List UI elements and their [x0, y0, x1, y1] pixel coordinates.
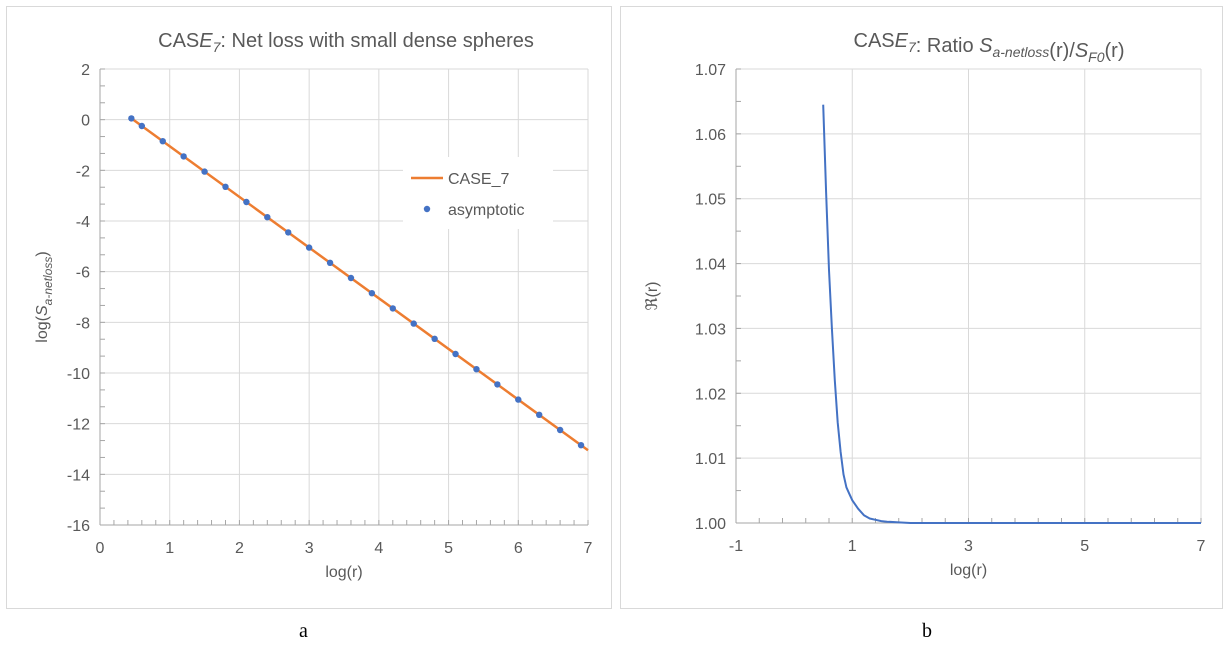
data-point-21: [536, 411, 543, 418]
data-point-22: [556, 426, 564, 434]
y-tick-label: 1.01: [695, 451, 726, 468]
x-tick-label: 2: [235, 540, 244, 557]
chart-panel-a: 0 1 2 3 4 5 6 7 2 0 -2 -4 -6 -8 -10 -12 -14 -16 CASE7: Net…: [6, 6, 612, 609]
x-tick-label: -1: [729, 538, 743, 555]
y-tick-label: -12: [67, 417, 90, 434]
data-point-13: [368, 290, 376, 297]
data-point-5: [201, 168, 208, 175]
data-point-6: [222, 183, 229, 190]
chart-title: CASE7: Net loss with small dense spheres: [158, 30, 534, 55]
y-tick-label: 2: [81, 62, 90, 79]
chart-title: CASE7: Ratio Sa-netloss(r)/SF0(r): [854, 30, 1125, 65]
x-tick-label: 1: [165, 540, 174, 557]
x-tick-label: 0: [96, 540, 105, 557]
x-axis-label: log(r): [950, 562, 987, 579]
data-point-14: [389, 305, 396, 312]
caption-a: a: [299, 620, 308, 642]
data-point-18: [473, 366, 480, 373]
data-point-15: [410, 320, 417, 327]
data-point-9: [285, 229, 292, 236]
y-tick-label: 1.05: [695, 192, 726, 209]
x-tick-label: 5: [444, 540, 453, 557]
series-line-1: [822, 104, 1201, 524]
y-tick-label: -8: [76, 315, 90, 332]
x-tick-label: 6: [514, 540, 523, 557]
data-point-7: [243, 198, 250, 206]
y-axis-label: log(Sa-netloss): [34, 251, 55, 342]
data-point-11: [326, 259, 334, 266]
chart-a-svg: 0 1 2 3 4 5 6 7 2 0 -2 -4 -6 -8 -10 -12 -14 -16 CASE7: Net…: [34, 30, 593, 581]
y-tick-label: -16: [67, 518, 90, 535]
legend-label-asymptotic: asymptotic: [448, 202, 524, 219]
x-tick-label: 5: [1080, 538, 1089, 555]
data-point-1: [128, 115, 135, 122]
data-point-20: [515, 396, 522, 403]
legend-label-case-7: CASE_7: [448, 171, 509, 188]
y-tick-label: 1.00: [695, 516, 726, 533]
data-point-2: [138, 122, 146, 130]
y-tick-label: -10: [67, 366, 90, 383]
series-line-1: [130, 117, 589, 452]
y-tick-label: 1.02: [695, 386, 726, 403]
data-point-8: [264, 214, 271, 221]
x-tick-label: 1: [848, 538, 857, 555]
data-point-4: [180, 153, 187, 160]
y-axis-label: ℜ(r): [644, 281, 661, 310]
legend: CASE_7 asymptotic: [403, 157, 553, 229]
x-tick-label: 3: [964, 538, 973, 555]
y-tick-label: 1.07: [695, 62, 726, 79]
y-tick-label: 1.04: [695, 257, 726, 274]
x-tick-label: 3: [305, 540, 314, 557]
x-tick-label: 7: [584, 540, 593, 557]
chart-panel-b: -1 1 3 5 7 1.07 1.06 1.05 1.04 1.03 1.02 1.01 1.00 CA…: [620, 6, 1223, 609]
data-point-16: [431, 335, 438, 342]
caption-b: b: [922, 620, 932, 642]
y-tick-label: -2: [76, 163, 90, 180]
data-point-3: [159, 138, 166, 145]
data-point-10: [305, 244, 313, 251]
x-axis-label: log(r): [325, 564, 362, 581]
y-tick-label: -14: [67, 467, 90, 484]
legend-marker-swatch: [423, 205, 431, 213]
data-point-12: [347, 274, 355, 282]
y-tick-label: 1.03: [695, 321, 726, 338]
y-tick-label: -4: [76, 214, 90, 231]
y-tick-label: 1.06: [695, 127, 726, 144]
legend-background: [403, 157, 553, 229]
data-point-23: [577, 442, 585, 449]
data-point-19: [494, 381, 501, 388]
x-tick-label: 7: [1197, 538, 1206, 555]
x-tick-label: 4: [374, 540, 383, 557]
y-tick-label: 0: [81, 113, 90, 130]
chart-b-svg: -1 1 3 5 7 1.07 1.06 1.05 1.04 1.03 1.02 1.01 1.00 CA…: [644, 30, 1206, 579]
y-tick-label: -6: [76, 265, 90, 282]
data-point-17: [452, 350, 459, 358]
